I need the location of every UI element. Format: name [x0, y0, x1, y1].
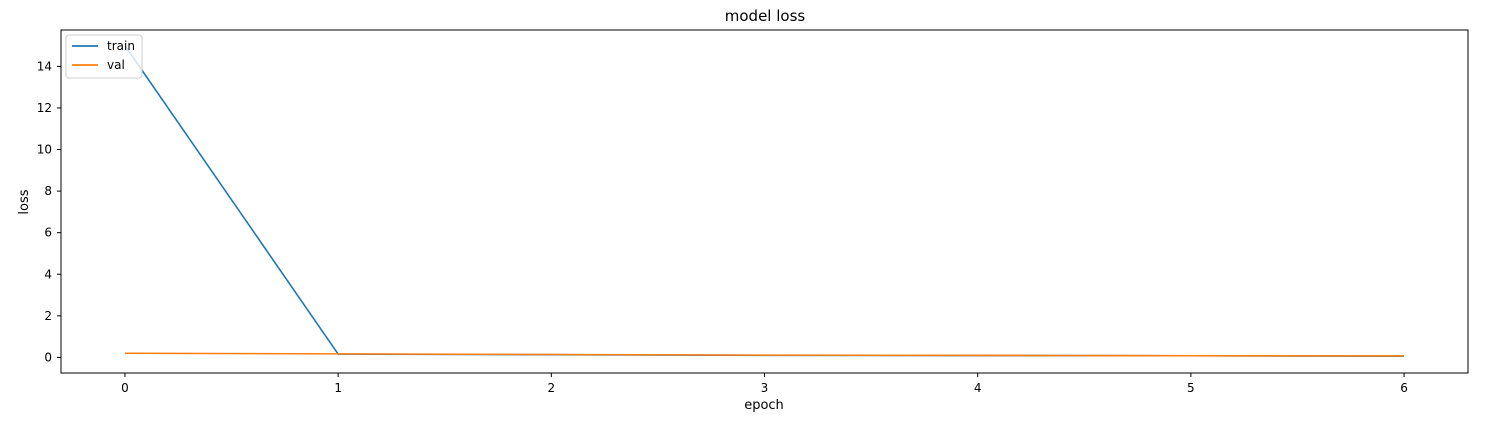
- y-tick-label: 14: [37, 59, 52, 73]
- series-line-val: [124, 352, 1405, 357]
- plot-area: [60, 29, 1469, 374]
- series-lines: [124, 45, 1405, 357]
- x-axis-label: epoch: [744, 398, 784, 413]
- x-tick-label: 2: [547, 381, 555, 395]
- y-tick-label: 2: [44, 309, 52, 323]
- y-tick-label: 0: [44, 350, 52, 364]
- y-tick-label: 6: [44, 226, 52, 240]
- x-tick-label: 4: [974, 381, 982, 395]
- y-axis-label: loss: [17, 189, 32, 214]
- chart-title: model loss: [725, 7, 806, 25]
- y-tick-label: 10: [37, 143, 52, 157]
- x-tick-label: 6: [1400, 381, 1408, 395]
- x-tick-label: 5: [1187, 381, 1195, 395]
- legend-label-train: train: [107, 39, 135, 53]
- y-tick-label: 12: [37, 101, 52, 115]
- legend-label-val: val: [107, 58, 125, 72]
- x-tick-label: 3: [761, 381, 769, 395]
- x-tick-label: 0: [121, 381, 129, 395]
- y-axis-ticks: 0 2 4 6 8 10 12 14: [37, 59, 61, 364]
- y-tick-label: 8: [44, 184, 52, 198]
- x-axis-ticks: 0 1 2 3 4 5 6: [121, 373, 1408, 395]
- y-tick-label: 4: [44, 267, 52, 281]
- x-tick-label: 1: [334, 381, 342, 395]
- legend: train val: [65, 34, 143, 79]
